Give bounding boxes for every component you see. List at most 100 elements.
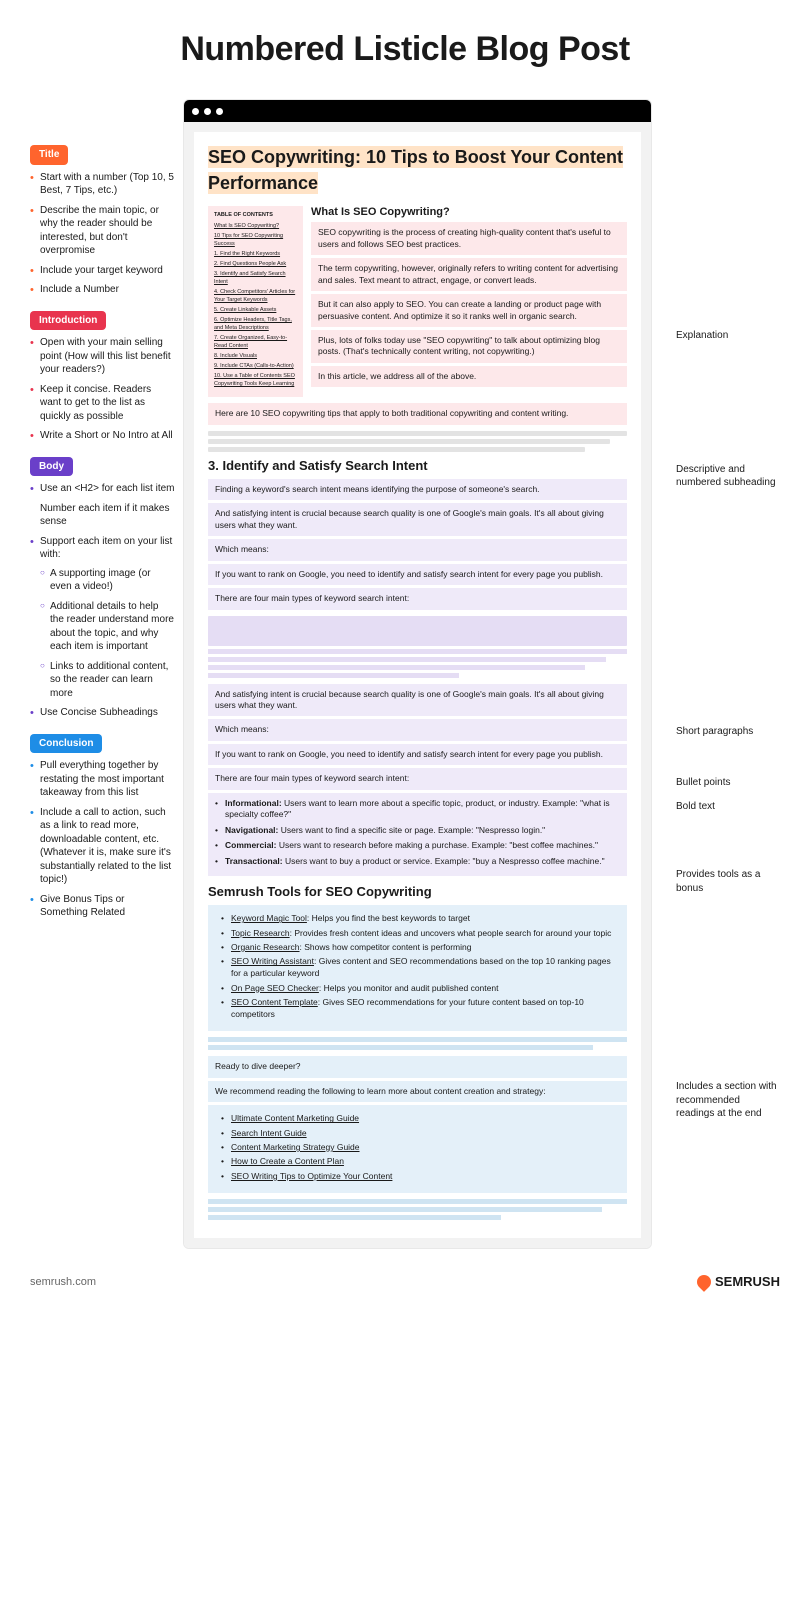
note-subheading: Descriptive and numbered subheading	[660, 463, 780, 490]
tool-item: SEO Content Template: Gives SEO recommen…	[221, 997, 620, 1021]
list-item: Describe the main topic, or why the read…	[30, 204, 175, 258]
reading-item[interactable]: Content Marketing Strategy Guide	[221, 1142, 620, 1154]
tool-item: On Page SEO Checker: Helps you monitor a…	[221, 983, 620, 995]
conc-bullets: Pull everything together by restating th…	[30, 759, 175, 920]
body-bullets: Use an <H2> for each list itemNumber eac…	[30, 482, 175, 720]
body-para: Which means:	[208, 539, 627, 560]
toc-link[interactable]: 2. Find Questions People Ask	[214, 261, 297, 269]
window-dot	[204, 108, 211, 115]
browser-titlebar	[184, 100, 651, 122]
conc-subheading: Semrush Tools for SEO Copywriting	[208, 884, 627, 899]
intro-para: Plus, lots of folks today use "SEO copyw…	[311, 330, 627, 363]
title-section: Title Start with a number (Top 10, 5 Bes…	[30, 145, 175, 297]
conc-tag: Conclusion	[30, 734, 102, 754]
toc-link[interactable]: 3. Identify and Satisfy Search Intent	[214, 271, 297, 286]
toc-link[interactable]: 6. Optimize Headers, Title Tags, and Met…	[214, 317, 297, 332]
list-item: Start with a number (Top 10, 5 Best, 7 T…	[30, 171, 175, 198]
article-title: SEO Copywriting: 10 Tips to Boost Your C…	[208, 144, 627, 196]
list-item: Give Bonus Tips or Something Related	[30, 893, 175, 920]
text-placeholder	[208, 431, 627, 452]
dive-text: Ready to dive deeper?	[208, 1056, 627, 1077]
list-item: Pull everything together by restating th…	[30, 759, 175, 800]
list-item: Open with your main selling point (How w…	[30, 336, 175, 377]
intro-section: Introduction Open with your main selling…	[30, 311, 175, 443]
tools-box: Keyword Magic Tool: Helps you find the b…	[208, 905, 627, 1031]
toc-heading: TABLE OF CONTENTS	[214, 212, 297, 220]
toc-link[interactable]: 1. Find the Right Keywords	[214, 251, 297, 259]
bridge-text: Here are 10 SEO copywriting tips that ap…	[208, 403, 627, 424]
left-annotations: Title Start with a number (Top 10, 5 Bes…	[30, 99, 175, 1249]
toc-link[interactable]: 4. Check Competitors' Articles for Your …	[214, 289, 297, 304]
list-item: Include a Number	[30, 283, 175, 297]
body-para: Finding a keyword's search intent means …	[208, 479, 627, 500]
body-section: Body Use an <H2> for each list itemNumbe…	[30, 457, 175, 720]
intro-para: But it can also apply to SEO. You can cr…	[311, 294, 627, 327]
body-para: There are four main types of keyword sea…	[208, 768, 627, 789]
list-item: Use Concise Subheadings	[30, 706, 175, 720]
intro-para: In this article, we address all of the a…	[311, 366, 627, 387]
toc-link[interactable]: 9. Include CTAs (Calls-to-Action)	[214, 363, 297, 371]
toc-link[interactable]: 10. Use a Table of Contents SEO Copywrit…	[214, 373, 297, 388]
note-bold: Bold text	[660, 800, 780, 814]
list-item: A supporting image (or even a video!)	[40, 567, 175, 594]
reading-item[interactable]: How to Create a Content Plan	[221, 1156, 620, 1168]
note-bullets: Bullet points	[660, 776, 780, 790]
intro-block: TABLE OF CONTENTS What Is SEO Copywritin…	[208, 206, 627, 397]
tool-item: Keyword Magic Tool: Helps you find the b…	[221, 913, 620, 925]
reading-item[interactable]: Search Intent Guide	[221, 1128, 620, 1140]
list-item: Keep it concise. Readers want to get to …	[30, 383, 175, 424]
body-tag: Body	[30, 457, 73, 477]
article: SEO Copywriting: 10 Tips to Boost Your C…	[194, 132, 641, 1238]
main-layout: Title Start with a number (Top 10, 5 Bes…	[30, 99, 780, 1249]
intro-para: The term copywriting, however, originall…	[311, 258, 627, 291]
reading-item[interactable]: Ultimate Content Marketing Guide	[221, 1113, 620, 1125]
flame-icon	[694, 1272, 714, 1292]
semrush-logo: SEMRUSH	[697, 1274, 780, 1289]
list-item: Include a call to action, such as a link…	[30, 806, 175, 887]
body-para: Which means:	[208, 719, 627, 740]
list-item: Support each item on your list with:A su…	[30, 535, 175, 701]
window-dot	[192, 108, 199, 115]
reading-item[interactable]: SEO Writing Tips to Optimize Your Conten…	[221, 1171, 620, 1183]
title-tag: Title	[30, 145, 68, 165]
body-subheading: 3. Identify and Satisfy Search Intent	[208, 458, 627, 473]
toc-link[interactable]: 7. Create Organized, Easy-to-Read Conten…	[214, 335, 297, 350]
text-placeholder	[208, 1199, 627, 1220]
conc-section: Conclusion Pull everything together by r…	[30, 734, 175, 920]
toc-link[interactable]: 8. Include Visuals	[214, 353, 297, 361]
tool-item: Topic Research: Provides fresh content i…	[221, 928, 620, 940]
conclusion-block: Semrush Tools for SEO Copywriting Keywor…	[208, 884, 627, 1220]
footer: semrush.com SEMRUSH	[30, 1274, 780, 1289]
note-short-para: Short paragraphs	[660, 725, 780, 739]
right-annotations: Explanation Descriptive and numbered sub…	[660, 99, 780, 1249]
intent-item: Commercial: Users want to research befor…	[215, 840, 620, 851]
text-placeholder	[208, 1037, 627, 1050]
body-para: There are four main types of keyword sea…	[208, 588, 627, 609]
body-para: And satisfying intent is crucial because…	[208, 684, 627, 717]
body-para: If you want to rank on Google, you need …	[208, 564, 627, 585]
intro-tag: Introduction	[30, 311, 106, 331]
intent-list-box: Informational: Users want to learn more …	[208, 793, 627, 876]
body-para: And satisfying intent is crucial because…	[208, 503, 627, 536]
note-explanation: Explanation	[660, 329, 780, 343]
intent-item: Informational: Users want to learn more …	[215, 798, 620, 821]
list-item: Links to additional content, so the read…	[40, 660, 175, 701]
intent-item: Transactional: Users want to buy a produ…	[215, 856, 620, 867]
title-bullets: Start with a number (Top 10, 5 Best, 7 T…	[30, 171, 175, 297]
list-item: Use an <H2> for each list item	[30, 482, 175, 496]
list-item: Include your target keyword	[30, 264, 175, 278]
intro-text: What Is SEO Copywriting? SEO copywriting…	[311, 206, 627, 397]
intro-h3: What Is SEO Copywriting?	[311, 206, 627, 218]
image-placeholder	[208, 616, 627, 678]
readings-box: Ultimate Content Marketing Guide Search I…	[208, 1105, 627, 1193]
note-readings: Includes a section with recommended read…	[660, 1080, 780, 1121]
page-title: Numbered Listicle Blog Post	[30, 30, 780, 69]
toc-link[interactable]: 10 Tips for SEO Copywriting Success	[214, 233, 297, 248]
list-item: Additional details to help the reader un…	[40, 600, 175, 654]
toc-link[interactable]: What Is SEO Copywriting?	[214, 223, 297, 231]
list-item: Write a Short or No Intro at All	[30, 429, 175, 443]
toc-link[interactable]: 5. Create Linkable Assets	[214, 307, 297, 315]
intro-bullets: Open with your main selling point (How w…	[30, 336, 175, 443]
table-of-contents: TABLE OF CONTENTS What Is SEO Copywritin…	[208, 206, 303, 397]
browser-mock: SEO Copywriting: 10 Tips to Boost Your C…	[183, 99, 652, 1249]
